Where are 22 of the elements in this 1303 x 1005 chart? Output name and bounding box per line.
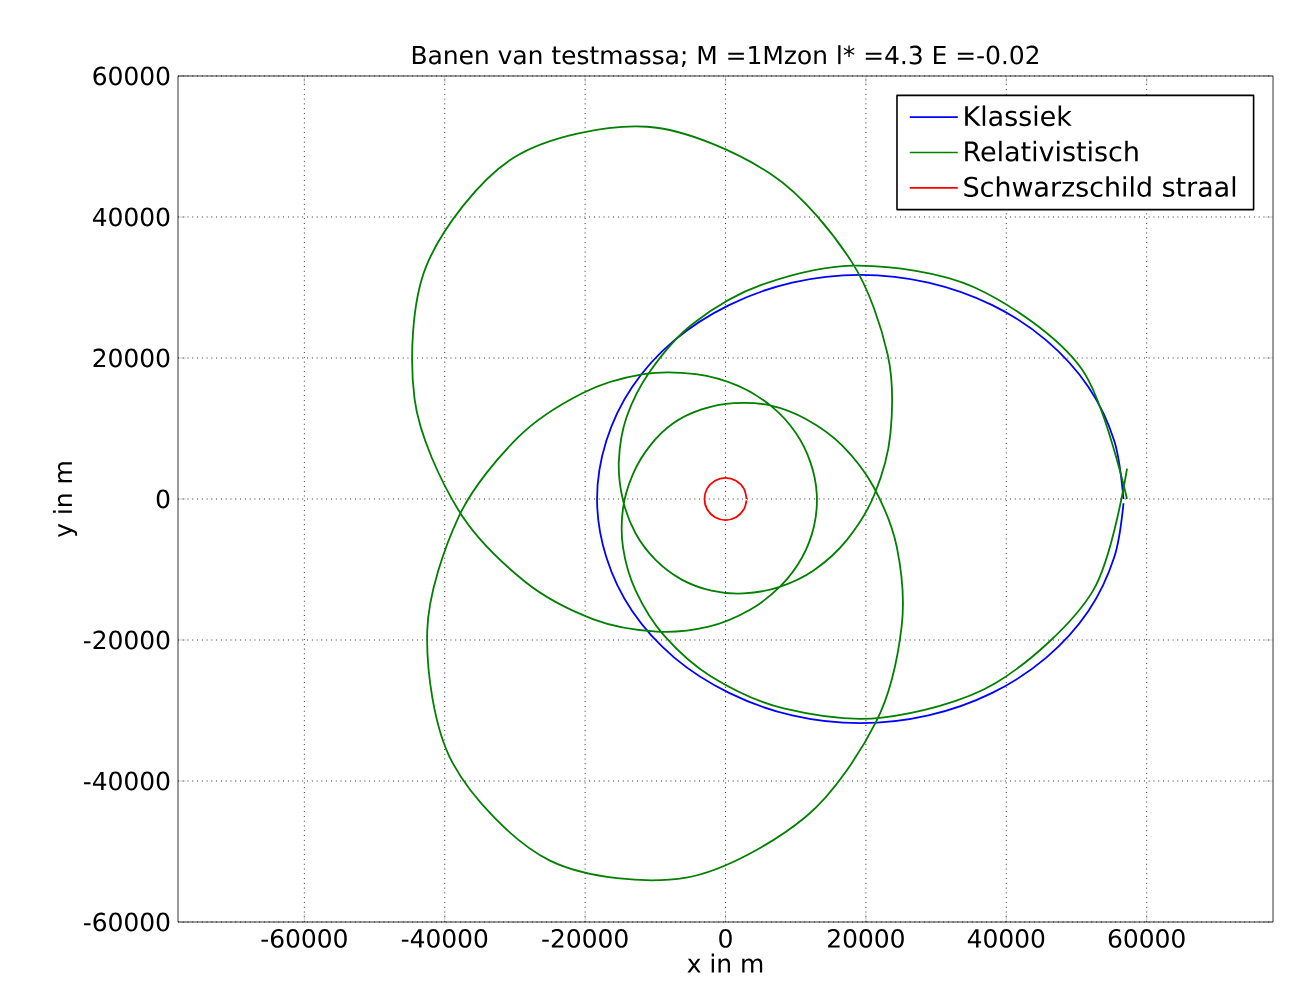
y-tick-label: 40000 <box>92 207 170 227</box>
chart-title: Banen van testmassa; M =1Mzon l* =4.3 E =-0.02 <box>412 45 1039 68</box>
line-series <box>703 476 748 522</box>
x-tick-label: 0 <box>719 929 732 948</box>
x-axis-title: x in m <box>687 953 763 973</box>
legend-label: Schwarzschild straal <box>964 176 1236 197</box>
y-tick-label: 20000 <box>93 348 170 368</box>
y-tick-label: 60000 <box>93 66 170 86</box>
legend-label: Relativistisch <box>965 140 1138 162</box>
x-tick-label: 40000 <box>967 929 1045 948</box>
legend-label: Klassiek <box>965 105 1072 127</box>
x-tick-label: -40000 <box>401 929 488 948</box>
x-tick-label: -20000 <box>542 929 628 948</box>
y-tick-label: -40000 <box>83 771 170 791</box>
line-series <box>596 273 1125 725</box>
y-axis-title: y in m <box>52 462 78 538</box>
y-tick-label: 0 <box>156 489 170 509</box>
y-tick-label: -60000 <box>83 912 170 932</box>
x-tick-label: 60000 <box>1108 929 1185 948</box>
x-tick-label: 20000 <box>828 929 904 948</box>
y-tick-label: -20000 <box>83 630 170 650</box>
x-tick-label: -60000 <box>261 929 347 948</box>
